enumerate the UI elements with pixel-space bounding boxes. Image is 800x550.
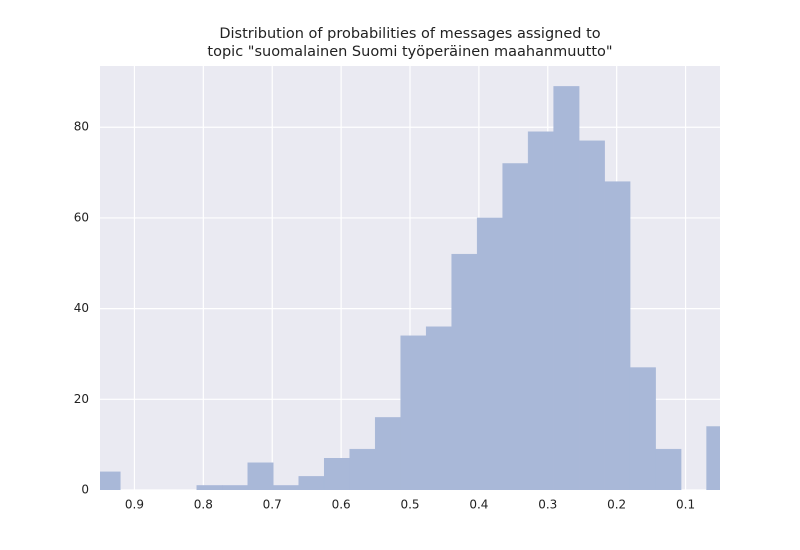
bar bbox=[374, 417, 401, 490]
bar bbox=[247, 462, 274, 490]
y-tick-label: 80 bbox=[74, 120, 89, 134]
y-tick-label: 0 bbox=[81, 483, 89, 497]
chart-title: topic "suomalainen Suomi työperäinen maa… bbox=[207, 44, 612, 60]
x-tick-label: 0.5 bbox=[400, 498, 419, 512]
bars bbox=[100, 86, 720, 490]
y-tick-label: 40 bbox=[74, 301, 89, 315]
x-tick-label: 0.8 bbox=[194, 498, 213, 512]
x-tick-label: 0.3 bbox=[538, 498, 557, 512]
bar bbox=[273, 485, 299, 490]
chart-title: Distribution of probabilities of message… bbox=[219, 26, 600, 42]
bar bbox=[425, 326, 452, 490]
bar bbox=[655, 448, 682, 490]
bar bbox=[502, 163, 529, 490]
bar bbox=[196, 485, 223, 490]
bar bbox=[323, 458, 350, 490]
bar bbox=[604, 181, 631, 490]
bar bbox=[222, 485, 249, 490]
bar bbox=[578, 140, 605, 490]
y-tick-label: 60 bbox=[74, 210, 89, 224]
x-tick-label: 0.6 bbox=[332, 498, 351, 512]
x-tick-label: 0.7 bbox=[263, 498, 282, 512]
x-tick-label: 0.4 bbox=[469, 498, 488, 512]
y-tick-label: 20 bbox=[74, 392, 89, 406]
bar bbox=[553, 86, 580, 490]
x-tick-label: 0.9 bbox=[125, 498, 144, 512]
x-tick-label: 0.2 bbox=[607, 498, 626, 512]
bar bbox=[298, 476, 325, 490]
bar bbox=[476, 217, 503, 490]
bar bbox=[706, 426, 720, 490]
bar bbox=[629, 367, 656, 490]
bar bbox=[400, 335, 427, 490]
bar bbox=[349, 448, 376, 490]
x-tick-label: 0.1 bbox=[676, 498, 695, 512]
bar bbox=[527, 131, 554, 490]
tick-labels: 0 20 40 60 80 0.9 0.8 0.7 0.6 0.5 0.4 0.3 0.2 0.1 bbox=[74, 120, 695, 512]
bar bbox=[451, 253, 478, 490]
bar bbox=[100, 471, 121, 490]
